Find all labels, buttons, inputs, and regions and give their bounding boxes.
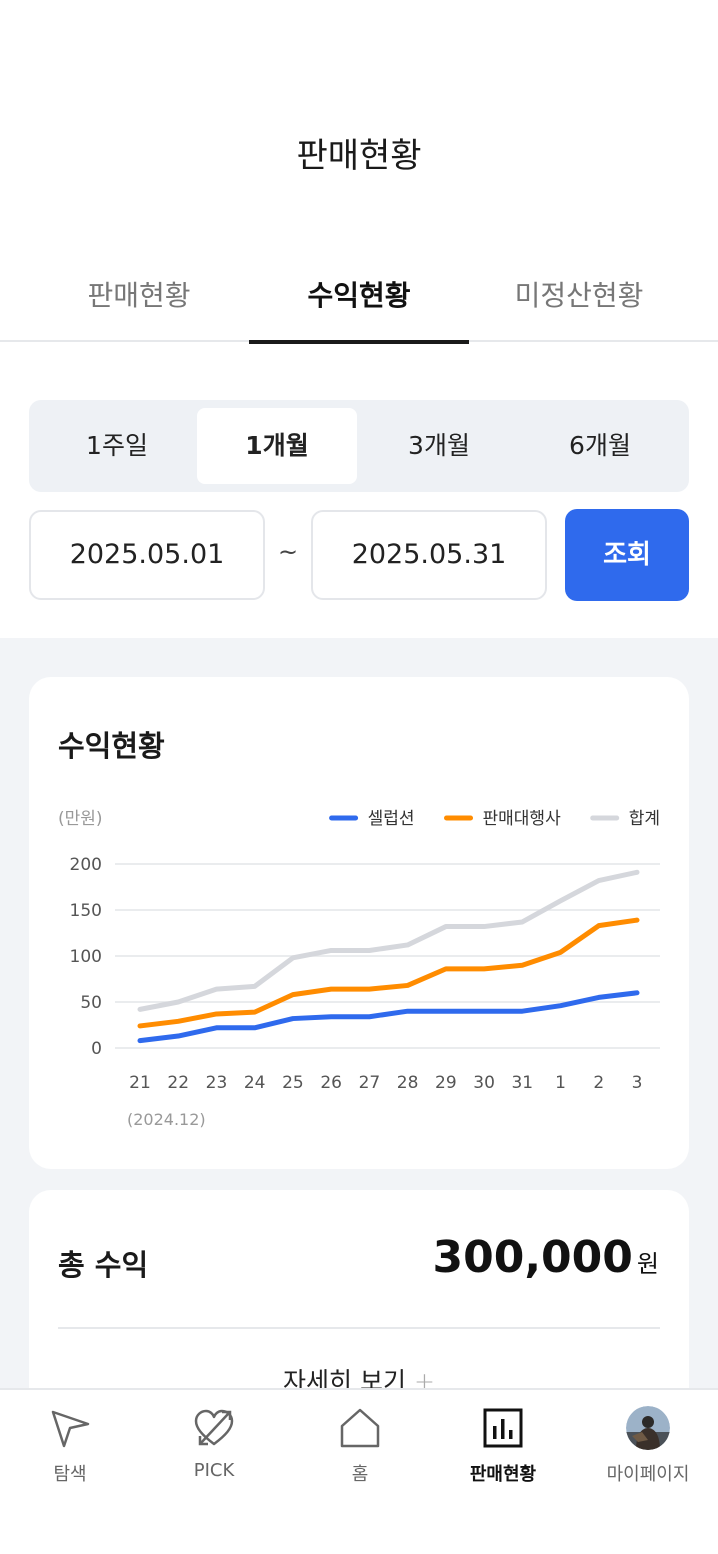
total-revenue-value: 300,000 원 [433,1232,660,1283]
heart-arrow-icon [194,1409,234,1446]
nav-home[interactable]: 홈 [300,1404,420,1494]
x-tick-label: 21 [129,1073,151,1093]
nav-my-page-label: 마이페이지 [606,1464,690,1485]
home-icon [340,1408,380,1448]
total-revenue-amount: 300,000 [432,1232,633,1283]
y-tick-label: 50 [80,993,102,1013]
bar-chart-icon [483,1408,523,1448]
nav-explore[interactable]: 탐색 [10,1404,130,1494]
total-revenue-label: 총 수익 [58,1248,149,1282]
nav-sales-status[interactable]: 판매현황 [443,1404,563,1494]
x-tick-label: 30 [473,1073,495,1093]
legend-label: 합계 [629,809,660,829]
bottom-navigation: 탐색 PICK 홈 판매현황 [0,1388,718,1554]
chart-card-title: 수익현황 [58,729,165,763]
x-tick-label: 27 [359,1073,381,1093]
page-title: 판매현황 [296,136,422,176]
x-tick-label: 22 [167,1073,189,1093]
period-1-week-button[interactable]: 1주일 [86,431,148,460]
nav-sales-status-label: 판매현황 [469,1464,537,1485]
date-separator: ~ [278,538,299,566]
search-button[interactable]: 조회 [565,509,689,601]
y-tick-label: 150 [70,901,102,921]
revenue-chart-card: 수익현황 (만원) 합계 판매대행사 셀럽션 200 150 100 50 0 21 22 23 24 2… [29,677,689,1169]
period-6-months-button[interactable]: 6개월 [569,431,631,460]
y-unit-label: (만원) [58,809,103,829]
series-line [137,869,640,1012]
period-1-month-button[interactable]: 1개월 [197,408,357,484]
x-tick-label: 28 [397,1073,419,1093]
x-tick-label: 24 [244,1073,266,1093]
x-tick-label: 31 [511,1073,533,1093]
x-tick-label: 25 [282,1073,304,1093]
end-date-field[interactable]: 2025.05.31 [311,510,547,600]
y-tick-label: 0 [91,1039,102,1059]
x-axis-caption: (2024.12) [127,1110,206,1129]
x-tick-label: 26 [320,1073,342,1093]
legend-label: 셀럽션 [368,809,415,829]
tab-bar: 판매현황 수익현황 미정산현황 [0,270,718,344]
start-date-field[interactable]: 2025.05.01 [29,510,265,600]
x-tick-label: 1 [555,1073,566,1093]
period-3-months-button[interactable]: 3개월 [408,431,470,460]
avatar [626,1406,670,1450]
navigation-arrow-icon [51,1410,90,1448]
x-tick-label: 3 [632,1073,643,1093]
nav-home-label: 홈 [351,1464,369,1485]
nav-pick-label: PICK [193,1460,235,1481]
y-tick-label: 200 [70,855,102,875]
legend-label: 판매대행사 [483,809,562,829]
y-tick-label: 100 [70,947,102,967]
nav-explore-label: 탐색 [53,1464,87,1485]
series-line [137,990,640,1044]
nav-my-page[interactable]: 마이페이지 [588,1404,708,1494]
x-tick-label: 29 [435,1073,457,1093]
divider [58,1327,660,1329]
tab-sales-status[interactable]: 판매현황 [87,279,191,312]
nav-pick[interactable]: PICK [154,1404,274,1494]
tab-unsettled-status[interactable]: 미정산현황 [514,279,644,312]
x-tick-label: 2 [593,1073,604,1093]
tab-revenue-status[interactable]: 수익현황 [249,270,469,344]
x-tick-label: 23 [206,1073,228,1093]
period-selector: 1주일 1개월 3개월 6개월 [29,400,689,492]
series-line [137,917,640,1029]
total-revenue-unit: 원 [636,1250,659,1278]
